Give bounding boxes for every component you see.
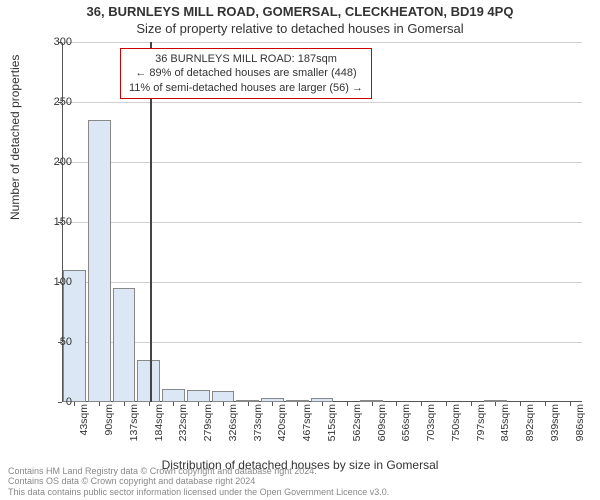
footer-line1: Contains HM Land Registry data © Crown c… [8,466,592,477]
grid-line [62,282,582,283]
xtick-mark [347,402,348,406]
annotation-line2: ← 89% of detached houses are smaller (44… [129,66,363,80]
ytick-label: 250 [32,96,72,108]
xtick-label: 609sqm [376,404,388,454]
xtick-label: 232sqm [177,404,189,454]
xtick-label: 845sqm [499,404,511,454]
xtick-mark [198,402,199,406]
bar [212,391,235,402]
ytick-label: 300 [32,36,72,48]
xtick-label: 279sqm [202,404,214,454]
footer-line3: This data contains public sector informa… [8,487,592,498]
ytick-label: 150 [32,216,72,228]
ytick-label: 200 [32,156,72,168]
xtick-mark [495,402,496,406]
xtick-mark [396,402,397,406]
xtick-mark [74,402,75,406]
xtick-label: 326sqm [227,404,239,454]
xtick-label: 515sqm [326,404,338,454]
grid-line [62,342,582,343]
xtick-mark [570,402,571,406]
xtick-label: 184sqm [153,404,165,454]
grid-line [62,222,582,223]
bar [137,360,160,402]
xtick-mark [297,402,298,406]
ytick-label: 100 [32,276,72,288]
bar [88,120,111,402]
xtick-label: 420sqm [276,404,288,454]
xtick-mark [471,402,472,406]
title-address: 36, BURNLEYS MILL ROAD, GOMERSAL, CLECKH… [0,0,600,19]
xtick-mark [173,402,174,406]
xtick-label: 467sqm [301,404,313,454]
bar [113,288,136,402]
grid-line [62,102,582,103]
xtick-mark [124,402,125,406]
xtick-mark [149,402,150,406]
xtick-mark [421,402,422,406]
xtick-mark [322,402,323,406]
xtick-label: 562sqm [351,404,363,454]
grid-line [62,162,582,163]
ytick-label: 0 [32,396,72,408]
xtick-label: 703sqm [425,404,437,454]
xtick-mark [248,402,249,406]
title-subtitle: Size of property relative to detached ho… [0,19,600,36]
xtick-label: 986sqm [574,404,586,454]
chart-container: 36, BURNLEYS MILL ROAD, GOMERSAL, CLECKH… [0,0,600,500]
annotation-line1: 36 BURNLEYS MILL ROAD: 187sqm [129,52,363,66]
xtick-mark [372,402,373,406]
xtick-label: 797sqm [475,404,487,454]
xtick-label: 90sqm [103,404,115,454]
xtick-mark [272,402,273,406]
xtick-label: 892sqm [524,404,536,454]
xtick-mark [223,402,224,406]
xtick-label: 656sqm [400,404,412,454]
ytick-label: 50 [32,336,72,348]
xtick-mark [520,402,521,406]
footer-line2: Contains OS data © Crown copyright and d… [8,476,592,487]
y-axis-label: Number of detached properties [8,55,22,220]
xtick-mark [545,402,546,406]
xtick-mark [446,402,447,406]
xtick-label: 43sqm [78,404,90,454]
xtick-label: 373sqm [252,404,264,454]
bar [162,389,185,402]
bar [187,390,210,402]
xtick-label: 750sqm [450,404,462,454]
xtick-label: 137sqm [128,404,140,454]
annotation-box: 36 BURNLEYS MILL ROAD: 187sqm ← 89% of d… [120,48,372,99]
footer-attribution: Contains HM Land Registry data © Crown c… [8,466,592,498]
xtick-label: 939sqm [549,404,561,454]
grid-line [62,42,582,43]
annotation-line3: 11% of semi-detached houses are larger (… [129,81,363,95]
xtick-mark [99,402,100,406]
